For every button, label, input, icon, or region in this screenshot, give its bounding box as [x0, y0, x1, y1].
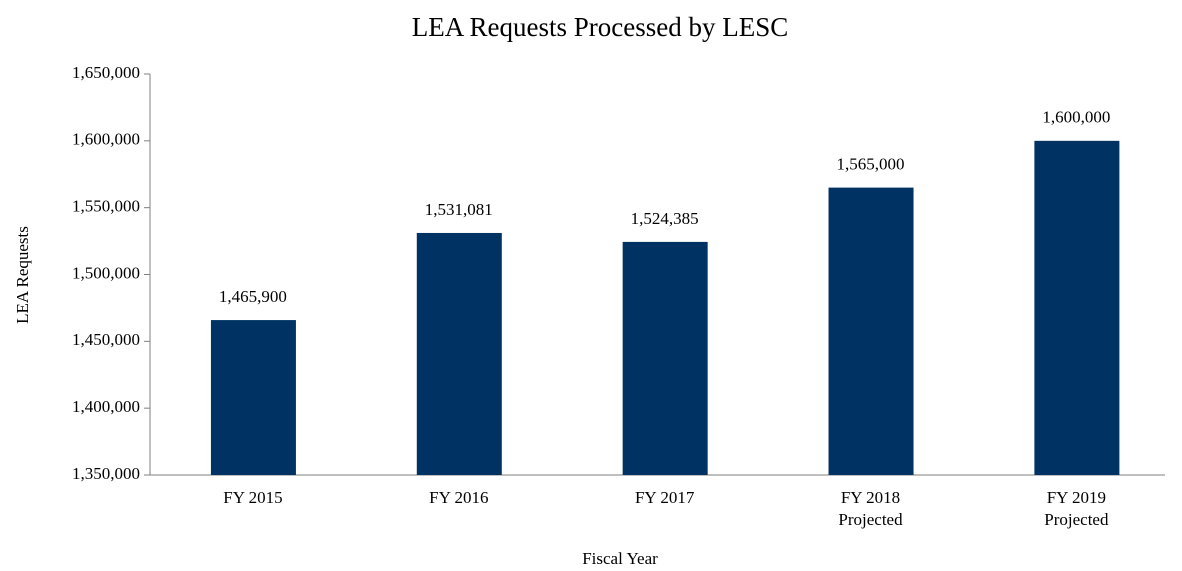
value-label: 1,565,000	[837, 155, 905, 174]
bar	[210, 320, 296, 475]
y-tick-label: 1,650,000	[72, 63, 140, 82]
bar	[1034, 140, 1120, 476]
x-tick-label: FY 2017	[634, 488, 695, 507]
y-axis-title: LEA Requests	[13, 226, 32, 324]
x-tick-label: FY 2018 Projected	[838, 488, 903, 529]
y-tick-label: 1,400,000	[72, 397, 140, 416]
x-tick-label: FY 2015	[223, 488, 283, 507]
value-label: 1,531,081	[425, 200, 493, 219]
bar	[622, 241, 708, 475]
value-label: 1,600,000	[1042, 108, 1110, 127]
value-label: 1,524,385	[631, 209, 699, 228]
x-tick-label: FY 2016	[429, 488, 489, 507]
bar	[828, 187, 914, 475]
y-tick-label: 1,500,000	[72, 263, 140, 282]
y-tick-label: 1,600,000	[72, 130, 140, 149]
y-tick-label: 1,350,000	[72, 464, 140, 483]
chart-title: LEA Requests Processed by LESC	[412, 12, 788, 42]
y-tick-label: 1,550,000	[72, 197, 140, 216]
x-tick-label: FY 2019 Projected	[1044, 488, 1109, 529]
x-axis-title: Fiscal Year	[582, 549, 658, 568]
bar	[416, 232, 502, 475]
y-tick-label: 1,450,000	[72, 330, 140, 349]
value-label: 1,465,900	[219, 287, 287, 306]
